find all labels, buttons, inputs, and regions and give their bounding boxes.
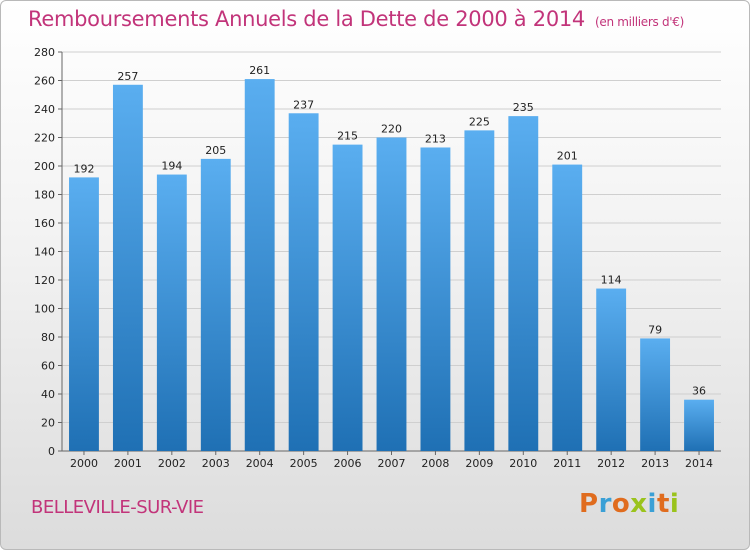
logo-letter: r [598,489,612,519]
y-tick-label: 80 [41,331,55,344]
bar-value-label: 192 [73,162,94,175]
bar-value-label: 235 [513,101,534,114]
y-tick-label: 60 [41,360,55,373]
x-tick-label: 2000 [70,457,98,470]
bar [508,116,539,451]
bar-value-label: 220 [381,123,402,136]
bar-value-label: 257 [117,70,138,83]
bar [640,338,671,451]
chart-title-row: Remboursements Annuels de la Dette de 20… [28,7,684,31]
logo-letter: P [579,489,599,519]
x-tick-label: 2008 [421,457,449,470]
y-tick-label: 220 [34,132,55,145]
y-tick-label: 180 [34,189,55,202]
y-tick-label: 140 [34,246,55,259]
bar-value-label: 205 [205,144,226,157]
bar [156,174,187,452]
x-tick-label: 2002 [158,457,186,470]
y-tick-label: 100 [34,303,55,316]
logo-letter: x [630,489,648,519]
x-tick-label: 2014 [685,457,713,470]
bar [244,79,275,451]
bar [200,158,231,451]
x-tick-label: 2011 [553,457,581,470]
bar [684,399,714,451]
logo-letter: t [656,489,670,519]
bar-value-label: 213 [425,132,446,145]
x-tick-label: 2005 [290,457,318,470]
bar-value-label: 201 [557,150,578,163]
bar [420,147,451,451]
bar-value-label: 261 [249,64,270,77]
y-tick-label: 40 [41,388,55,401]
y-tick-label: 240 [34,103,55,116]
bar-value-label: 225 [469,115,490,128]
y-tick-label: 160 [34,217,55,230]
x-tick-label: 2001 [114,457,142,470]
bar [288,113,319,452]
x-tick-label: 2010 [509,457,537,470]
bar [332,144,363,451]
y-tick-label: 20 [41,417,55,430]
y-tick-label: 200 [34,160,55,173]
bar-value-label: 194 [161,160,182,173]
x-tick-label: 2013 [641,457,669,470]
bar [69,177,99,451]
bar-value-label: 36 [692,385,706,398]
bar-value-label: 215 [337,130,358,143]
y-tick-label: 260 [34,75,55,88]
x-tick-label: 2012 [597,457,625,470]
bar-value-label: 114 [601,274,622,287]
chart-unit: (en milliers d'€) [595,15,685,29]
x-tick-label: 2007 [378,457,406,470]
bar [112,84,143,452]
bar [552,164,583,451]
logo-letter: i [647,489,657,519]
bar [464,130,495,451]
bar-value-label: 237 [293,98,314,111]
y-tick-label: 0 [48,445,55,458]
bar [376,137,407,451]
x-tick-label: 2006 [334,457,362,470]
bar [596,288,627,451]
logo-letter: i [669,489,680,519]
x-tick-label: 2009 [465,457,493,470]
x-tick-label: 2004 [246,457,274,470]
chart-title: Remboursements Annuels de la Dette de 20… [28,7,585,31]
y-tick-label: 280 [34,46,55,59]
bar-value-label: 79 [648,323,662,336]
logo-letter: o [611,489,631,519]
proxiti-logo: Proxiti [579,489,679,519]
x-tick-label: 2003 [202,457,230,470]
commune-name: BELLEVILLE-SUR-VIE [31,497,204,518]
y-tick-label: 120 [34,274,55,287]
